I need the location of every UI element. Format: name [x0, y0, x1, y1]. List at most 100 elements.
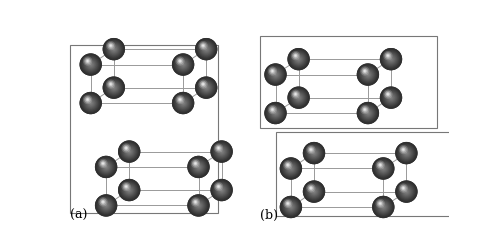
Circle shape [121, 182, 137, 198]
Circle shape [381, 88, 401, 108]
Circle shape [204, 47, 209, 52]
Circle shape [286, 163, 290, 167]
Circle shape [194, 202, 202, 210]
Circle shape [219, 149, 224, 154]
Circle shape [312, 151, 316, 156]
Circle shape [80, 94, 100, 114]
Circle shape [103, 78, 124, 99]
Circle shape [198, 204, 200, 207]
Circle shape [382, 205, 386, 209]
Circle shape [98, 160, 114, 175]
Circle shape [100, 160, 113, 174]
Circle shape [289, 205, 293, 209]
Circle shape [376, 162, 390, 176]
Circle shape [128, 189, 131, 192]
Circle shape [382, 89, 400, 108]
Circle shape [405, 152, 407, 155]
Circle shape [386, 94, 396, 102]
Circle shape [280, 158, 302, 180]
Circle shape [101, 200, 105, 204]
Circle shape [288, 204, 294, 210]
Circle shape [380, 204, 386, 210]
Circle shape [290, 52, 306, 68]
Circle shape [310, 150, 318, 158]
Circle shape [128, 151, 130, 152]
Circle shape [195, 77, 218, 100]
Circle shape [290, 51, 308, 68]
Circle shape [86, 100, 94, 108]
Circle shape [403, 150, 409, 157]
Circle shape [361, 107, 374, 120]
Circle shape [85, 98, 96, 110]
Circle shape [298, 97, 300, 99]
Circle shape [192, 160, 198, 167]
Circle shape [90, 102, 92, 105]
Circle shape [172, 92, 195, 115]
Circle shape [291, 90, 300, 99]
Circle shape [182, 102, 184, 105]
Circle shape [104, 40, 124, 60]
Circle shape [306, 184, 316, 193]
Circle shape [267, 67, 284, 84]
Circle shape [283, 160, 292, 170]
Circle shape [103, 202, 110, 209]
Circle shape [404, 152, 408, 156]
Circle shape [88, 62, 94, 68]
Circle shape [176, 58, 190, 73]
Circle shape [221, 151, 222, 152]
Circle shape [398, 183, 415, 200]
Circle shape [173, 94, 193, 114]
Circle shape [128, 190, 130, 191]
Circle shape [108, 43, 114, 50]
Circle shape [310, 149, 318, 158]
Circle shape [182, 103, 184, 104]
Circle shape [366, 73, 370, 78]
Circle shape [118, 180, 140, 201]
Circle shape [388, 96, 394, 101]
Circle shape [84, 58, 98, 72]
Circle shape [382, 168, 384, 169]
Circle shape [289, 89, 308, 108]
Circle shape [104, 166, 108, 169]
Circle shape [173, 94, 193, 114]
Circle shape [124, 146, 135, 158]
Circle shape [385, 54, 397, 66]
Circle shape [218, 148, 226, 156]
Circle shape [84, 58, 98, 72]
Circle shape [292, 54, 304, 66]
Circle shape [102, 162, 111, 172]
Circle shape [272, 72, 278, 78]
Circle shape [367, 113, 368, 114]
Circle shape [377, 162, 384, 168]
Circle shape [175, 96, 191, 112]
Circle shape [400, 186, 412, 198]
Circle shape [296, 58, 300, 62]
Circle shape [98, 197, 114, 214]
Circle shape [108, 44, 120, 56]
Circle shape [312, 189, 316, 194]
Circle shape [194, 163, 196, 165]
Circle shape [360, 105, 376, 122]
Circle shape [108, 83, 112, 87]
Circle shape [202, 46, 204, 48]
Circle shape [364, 110, 371, 117]
Circle shape [385, 92, 397, 104]
Circle shape [382, 51, 400, 68]
Circle shape [218, 148, 220, 150]
Circle shape [204, 47, 209, 52]
Circle shape [119, 180, 139, 200]
Circle shape [110, 47, 117, 53]
Circle shape [215, 145, 222, 152]
Circle shape [102, 39, 125, 61]
Circle shape [388, 56, 394, 64]
Circle shape [120, 182, 138, 199]
Circle shape [193, 200, 204, 211]
Circle shape [296, 58, 300, 62]
Circle shape [306, 145, 322, 162]
Circle shape [383, 90, 392, 99]
Circle shape [191, 198, 206, 213]
Circle shape [282, 160, 300, 178]
Circle shape [83, 58, 98, 73]
Circle shape [376, 161, 392, 177]
Circle shape [270, 70, 281, 80]
